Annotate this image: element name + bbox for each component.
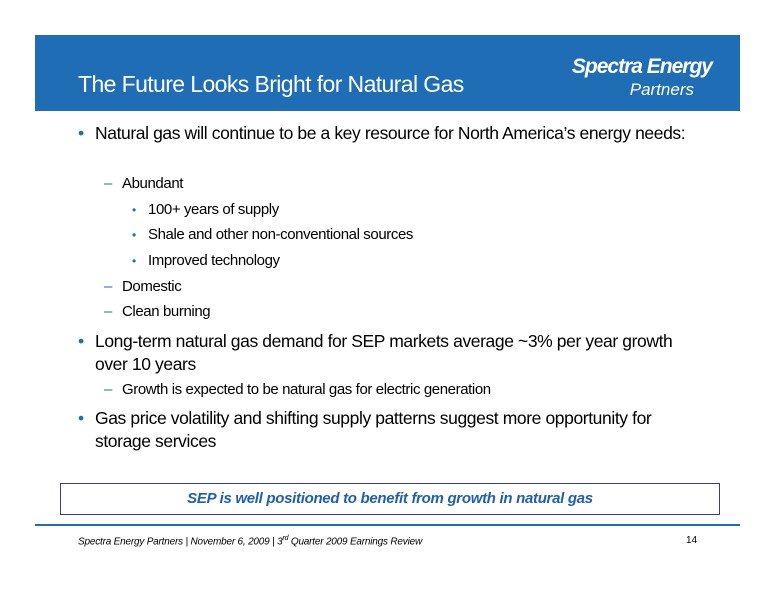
- logo-subtitle: Partners: [629, 80, 694, 99]
- bullet-item: • 100+ years of supply: [132, 200, 692, 220]
- bullet-text: Abundant: [122, 175, 184, 192]
- bullet-text: Growth is expected to be natural gas for…: [122, 381, 491, 398]
- footer-part: Spectra Energy Partners | November 6, 20…: [78, 536, 283, 548]
- bullet-marker: –: [104, 175, 112, 192]
- bullet-item: • Gas price volatility and shifting suppl…: [78, 407, 698, 453]
- bullet-text: 100+ years of supply: [148, 201, 279, 218]
- bullet-item: • Shale and other non-conventional source…: [132, 225, 692, 245]
- bullet-marker: •: [132, 203, 136, 217]
- footer-text: Spectra Energy Partners | November 6, 20…: [78, 535, 422, 547]
- bullet-text: Shale and other non-conventional sources: [148, 226, 414, 243]
- bullet-marker: –: [104, 303, 112, 320]
- bullet-marker: –: [104, 278, 112, 295]
- bullet-text: Gas price volatility and shifting supply…: [95, 408, 652, 451]
- bullet-marker: •: [132, 228, 136, 242]
- footer-part: Quarter 2009 Earnings Review: [288, 536, 422, 548]
- callout-box: SEP is well positioned to benefit from g…: [60, 483, 720, 515]
- bullet-marker: •: [78, 123, 84, 143]
- bullet-text: Long-term natural gas demand for SEP mar…: [95, 331, 673, 374]
- footer-sup: rd: [282, 535, 289, 542]
- slide-title: The Future Looks Bright for Natural Gas: [78, 71, 464, 97]
- logo-name: Spectra Energy: [571, 55, 713, 78]
- bullet-item: – Domestic: [104, 277, 704, 297]
- bullet-text: Domestic: [122, 278, 182, 295]
- bullet-item: • Natural gas will continue to be a key r…: [78, 122, 698, 145]
- bullet-marker: •: [132, 254, 136, 268]
- bullet-text: Improved technology: [148, 252, 280, 269]
- bullet-text: Natural gas will continue to be a key re…: [95, 123, 686, 143]
- page-number: 14: [686, 535, 698, 546]
- bullet-item: – Clean burning: [104, 302, 704, 322]
- bullet-item: • Long-term natural gas demand for SEP ma…: [78, 330, 698, 376]
- footer-rule: [35, 524, 740, 526]
- bullet-item: – Growth is expected to be natural gas fo…: [104, 380, 704, 400]
- bullet-item: – Abundant: [104, 174, 704, 194]
- bullet-text: Clean burning: [122, 303, 211, 320]
- bullet-marker: •: [78, 408, 84, 428]
- header-bar: The Future Looks Bright for Natural Gas …: [35, 35, 740, 111]
- bullet-marker: –: [104, 381, 112, 398]
- bullet-marker: •: [78, 331, 84, 351]
- bullet-item: • Improved technology: [132, 251, 692, 271]
